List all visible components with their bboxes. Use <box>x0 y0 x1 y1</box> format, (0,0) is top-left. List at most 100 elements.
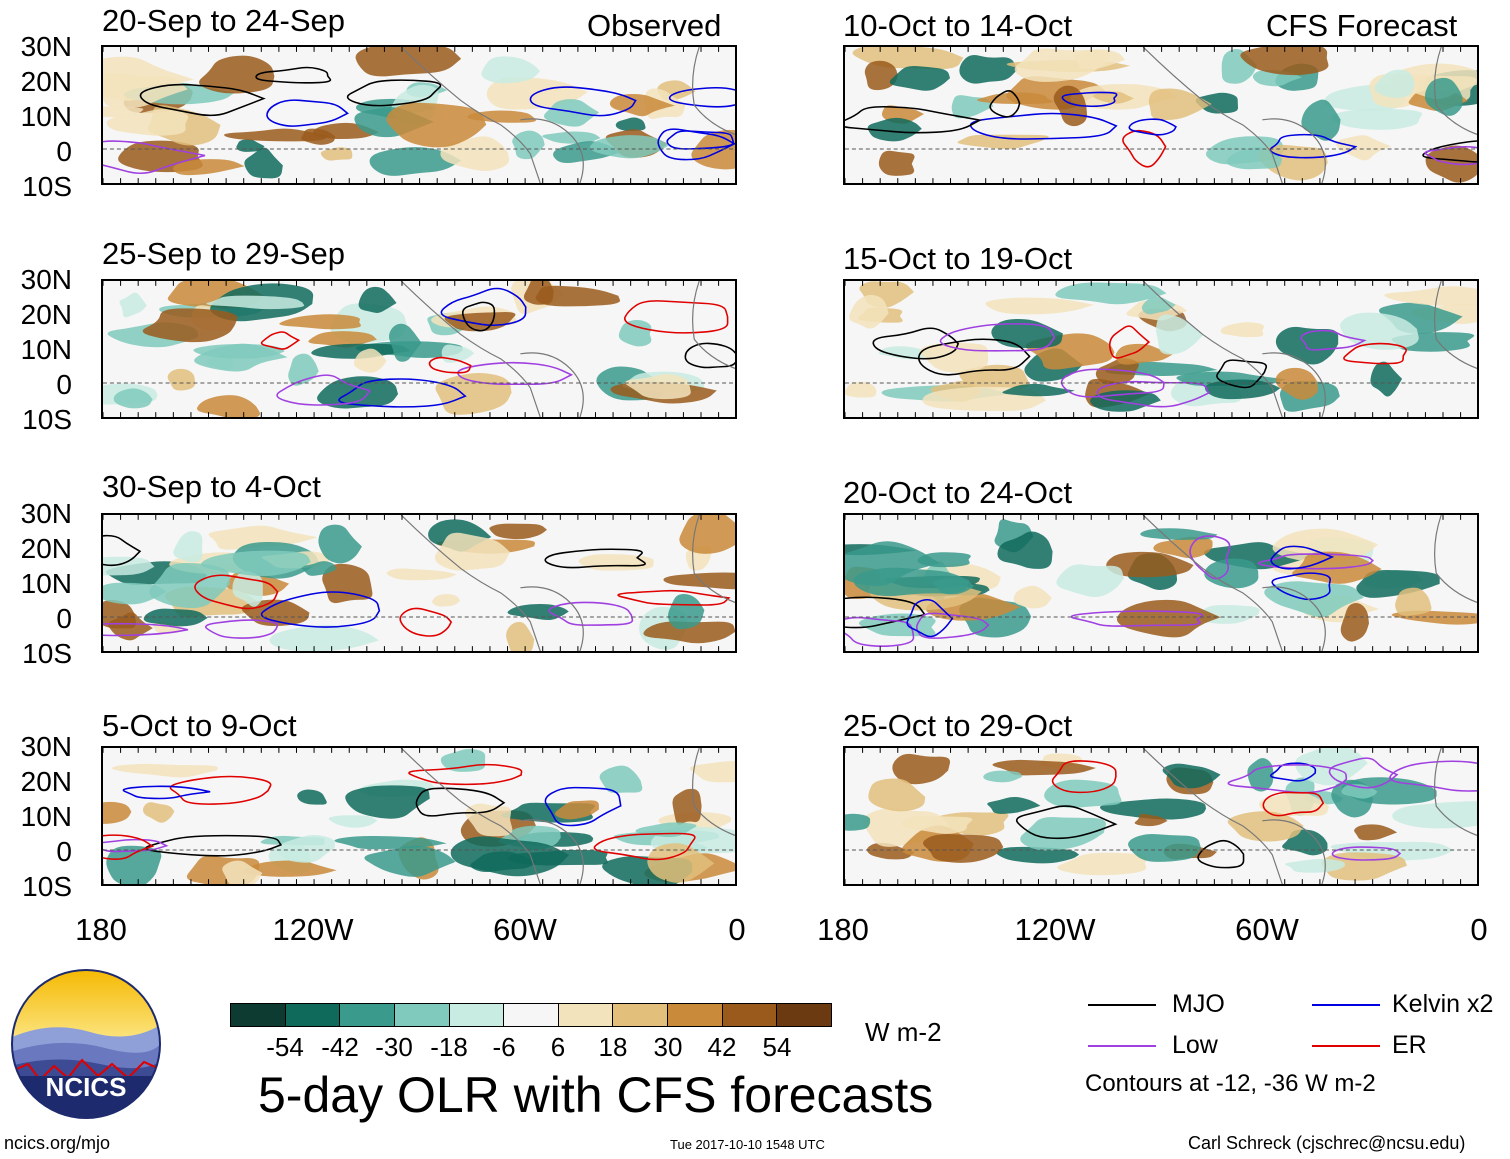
olr-anomaly-area <box>434 532 510 571</box>
colorbar-label: 18 <box>598 1032 628 1062</box>
olr-anomaly-area <box>535 285 621 307</box>
olr-anomaly-area <box>1384 286 1477 306</box>
olr-anomaly-area <box>1204 558 1259 589</box>
wave-contour <box>255 66 332 84</box>
olr-anomaly-area <box>208 525 318 550</box>
olr-anomaly-area <box>543 99 600 127</box>
olr-anomaly-area <box>667 594 705 630</box>
olr-anomaly-area <box>849 294 889 329</box>
panel-title-left-3: 30-Sep to 4-Oct <box>102 469 321 504</box>
olr-anomaly-area <box>845 813 871 831</box>
lat-label: 10S <box>22 871 72 902</box>
wave-contour <box>1328 757 1399 789</box>
olr-anomaly-area <box>1057 852 1148 876</box>
wave-contour <box>276 374 372 406</box>
olr-anomaly-area <box>864 60 898 91</box>
colorbar-label: 6 <box>550 1032 566 1062</box>
olr-anomaly-area <box>200 550 311 577</box>
lat-label: 10N <box>20 334 72 365</box>
olr-anomaly-area <box>1295 748 1368 786</box>
lat-label: 10N <box>20 101 72 132</box>
wave-contour <box>399 607 453 637</box>
panel-title-right-3: 20-Oct to 24-Oct <box>843 475 1073 510</box>
wave-contour <box>1122 129 1167 168</box>
olr-anomaly-area <box>386 102 487 148</box>
olr-anomaly-area <box>206 295 305 310</box>
wave-contour <box>1424 145 1477 166</box>
olr-anomaly-area <box>1354 824 1398 841</box>
lat-label: 10S <box>22 171 72 202</box>
olr-anomaly-area <box>1002 383 1075 397</box>
olr-anomaly-area <box>308 331 377 348</box>
lat-label: 30N <box>20 31 72 62</box>
olr-anomaly-area <box>1056 564 1125 598</box>
olr-anomaly-area <box>901 815 973 834</box>
olr-anomaly-area <box>1340 312 1419 350</box>
lat-label: 20N <box>20 299 72 330</box>
olr-anomaly-area <box>119 292 147 318</box>
coastline <box>400 515 735 651</box>
olr-anomaly-area <box>1331 108 1423 130</box>
olr-anomaly-area <box>618 319 652 347</box>
olr-anomaly-area <box>322 563 373 604</box>
olr-anomaly-area <box>1370 361 1403 397</box>
wave-contour <box>939 323 1056 352</box>
olr-anomaly-area <box>386 568 457 581</box>
colorbar-cell <box>667 1004 722 1026</box>
map-canvas <box>845 47 1477 183</box>
map-panel-right-2 <box>843 279 1479 419</box>
olr-anomaly-area <box>311 343 411 359</box>
olr-anomaly-area <box>193 344 285 359</box>
wave-contour <box>1257 553 1374 570</box>
colorbar-label: 30 <box>653 1032 683 1062</box>
olr-anomaly-area <box>542 131 601 144</box>
footer-url[interactable]: ncics.org/mjo <box>4 1133 111 1153</box>
lat-label: 30N <box>20 498 72 529</box>
olr-anomaly-area <box>663 572 735 590</box>
olr-anomaly-area <box>506 621 535 651</box>
olr-anomaly-area <box>923 834 1004 863</box>
olr-anomaly-area <box>892 753 951 785</box>
wave-contour <box>845 616 915 647</box>
olr-anomaly-area <box>113 388 153 409</box>
olr-anomaly-area <box>489 523 547 540</box>
wave-contour <box>666 130 735 150</box>
map-panel-left-2 <box>101 279 737 419</box>
wave-contour <box>169 775 272 805</box>
olr-anomaly-area <box>689 761 735 783</box>
lat-label: 0 <box>56 836 72 867</box>
wave-contour <box>1270 762 1317 782</box>
olr-anomaly-area <box>143 608 208 627</box>
olr-anomaly-area <box>625 374 691 400</box>
olr-anomaly-area <box>1220 322 1265 338</box>
wave-contour <box>1197 839 1245 869</box>
ncics-logo[interactable]: NCICS <box>10 968 162 1120</box>
wave-contour <box>845 596 927 629</box>
olr-anomaly-area <box>1128 834 1201 862</box>
wave-contour <box>915 612 990 639</box>
olr-anomaly-area <box>959 55 1018 84</box>
map-canvas <box>103 748 735 884</box>
map-panel-right-1 <box>843 45 1479 185</box>
lat-label: 10N <box>20 568 72 599</box>
olr-anomaly-area <box>111 763 219 778</box>
colorbar-cell <box>284 1004 340 1026</box>
wave-contour <box>428 356 472 374</box>
wave-contour <box>103 838 169 853</box>
olr-anomaly-area <box>197 395 260 417</box>
lat-label: 30N <box>20 264 72 295</box>
olr-anomaly-area <box>578 554 654 571</box>
wave-contour <box>103 140 206 175</box>
olr-anomaly-area <box>647 843 715 883</box>
olr-anomaly-area <box>1226 147 1283 170</box>
olr-anomaly-area <box>599 765 643 794</box>
lat-label: 10S <box>22 638 72 669</box>
legend-mjo-line <box>1088 1004 1156 1006</box>
colorbar-label: -6 <box>492 1032 516 1062</box>
wave-contour <box>684 342 735 369</box>
lon-label: 180 <box>75 912 127 947</box>
olr-anomaly-area <box>236 139 265 152</box>
olr-anomaly-area <box>106 109 189 136</box>
olr-anomaly-area <box>467 110 537 123</box>
olr-anomaly-area <box>1285 858 1346 873</box>
